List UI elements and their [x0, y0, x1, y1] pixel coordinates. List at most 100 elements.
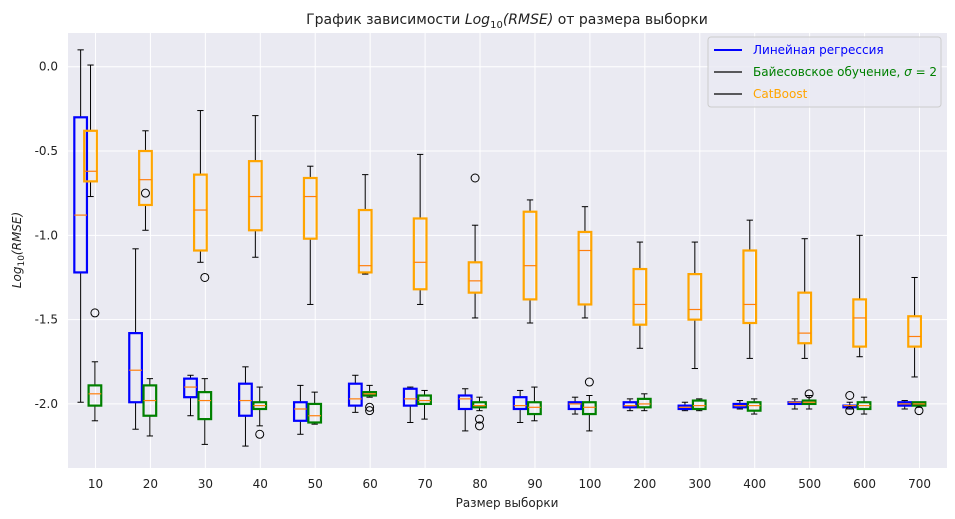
x-tick-label: 30: [198, 477, 213, 491]
outlier-point: [845, 391, 855, 400]
legend-label-bayes: Байесовское обучение, σ = 2: [753, 65, 937, 79]
box-body: [128, 332, 143, 404]
box-catboost: [357, 174, 373, 275]
y-tick-label: -1.5: [35, 313, 58, 327]
box-linear: [512, 389, 528, 423]
box-catboost: [192, 110, 208, 263]
box-bayes: [911, 401, 927, 416]
y-axis-label: Log10(RMSE): [10, 212, 27, 288]
box-body: [691, 399, 707, 411]
box-body: [852, 298, 868, 348]
box-body: [742, 249, 758, 325]
ticks: 0.0 -0.5 -1.0 -1.5 -2.0 10 20 30 40 50 60 70 80 90 100…: [35, 60, 931, 491]
box-body: [467, 261, 483, 294]
outlier-point: [90, 308, 100, 318]
box-body: [402, 387, 418, 407]
title-math: Log: [465, 12, 490, 28]
box-body: [302, 176, 318, 240]
box-body: [527, 401, 542, 416]
box-bayes: [142, 378, 158, 437]
box-body: [87, 384, 103, 407]
box-bayes: [691, 398, 707, 412]
box-body: [183, 377, 198, 399]
box-body: [292, 401, 308, 422]
box-bayes: [746, 398, 762, 415]
box-linear: [787, 398, 803, 410]
box-linear: [732, 400, 748, 410]
box-bayes: [472, 396, 487, 431]
legend-bayes-text: Байесовское обучение,: [753, 65, 904, 79]
box-bayes: [252, 386, 268, 439]
x-axis-label: Размер выборки: [456, 496, 559, 510]
x-tick-label: 700: [908, 477, 931, 491]
box-linear: [622, 398, 638, 412]
box-body: [472, 401, 487, 409]
box-catboost: [797, 238, 813, 359]
box-catboost: [247, 115, 263, 258]
box-body: [581, 401, 597, 416]
box-body: [238, 382, 253, 417]
x-tick-label: 100: [578, 477, 601, 491]
box-linear: [457, 388, 473, 432]
title-main: График зависимости: [306, 12, 465, 28]
box-body: [197, 391, 213, 421]
box-catboost: [412, 153, 428, 305]
outlier-point: [914, 406, 924, 416]
outlier-point: [365, 406, 375, 416]
outlier-point: [474, 421, 484, 431]
box-body: [138, 149, 153, 207]
x-tick-label: 400: [743, 477, 766, 491]
chart-title: График зависимости Log10(RMSE) от размер…: [306, 12, 708, 31]
box-linear: [183, 374, 198, 417]
legend: Линейная регрессия Байесовское обучение,…: [707, 36, 942, 108]
box-body: [247, 160, 263, 232]
legend-bayes-suffix: = 2: [912, 65, 937, 79]
box-bayes: [417, 389, 432, 420]
box-linear: [73, 49, 89, 403]
box-body: [577, 230, 593, 306]
outlier-point: [804, 389, 814, 399]
box-linear: [842, 391, 858, 416]
box-bayes: [856, 396, 872, 415]
box-linear: [238, 366, 253, 447]
x-tick-label: 500: [798, 477, 821, 491]
box-linear: [128, 248, 143, 430]
box-bayes: [197, 272, 213, 445]
legend-bayes-sigma: σ: [904, 65, 912, 79]
box-catboost: [852, 234, 868, 358]
box-bayes: [527, 386, 542, 422]
x-tick-label: 70: [417, 477, 432, 491]
x-tick-label: 20: [143, 477, 158, 491]
box-catboost: [302, 165, 318, 305]
x-tick-label: 40: [253, 477, 268, 491]
box-catboost: [577, 206, 593, 319]
box-linear: [347, 374, 363, 413]
title-sub: 10: [490, 20, 503, 31]
x-tick-label: 600: [853, 477, 876, 491]
x-tick-label: 90: [527, 477, 542, 491]
box-catboost: [138, 130, 153, 231]
legend-label-linear: Линейная регрессия: [753, 43, 884, 57]
box-body: [522, 210, 538, 301]
box-body: [347, 382, 363, 407]
box-body: [192, 173, 208, 252]
box-catboost: [632, 241, 648, 349]
box-linear: [402, 386, 418, 423]
outlier-point: [845, 406, 855, 416]
box-catboost: [83, 64, 98, 198]
box-bayes: [636, 393, 652, 412]
title-math2: (RMSE): [503, 12, 553, 28]
box-bayes: [307, 391, 323, 425]
ylabel-math2: (RMSE): [10, 212, 24, 255]
outlier-point: [255, 429, 265, 439]
box-body: [797, 291, 813, 345]
outlier-point: [584, 377, 594, 387]
x-tick-label: 80: [472, 477, 487, 491]
box-linear: [677, 401, 693, 412]
x-tick-label: 60: [363, 477, 378, 491]
box-catboost: [742, 219, 758, 359]
box-body: [636, 397, 652, 409]
outlier-point: [365, 402, 375, 412]
x-tick-label: 50: [308, 477, 323, 491]
